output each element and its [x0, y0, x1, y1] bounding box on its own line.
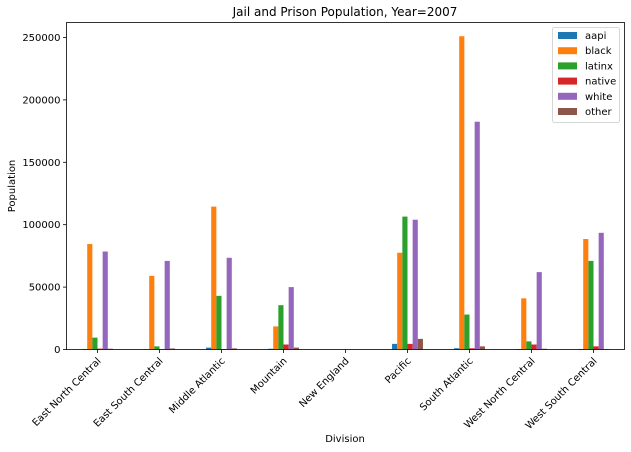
- y-tick-label: 50000: [29, 283, 61, 294]
- bar-white-5: [412, 219, 418, 350]
- legend-swatch-latinx: [558, 62, 577, 70]
- legend-label-aapi: aapi: [585, 31, 606, 42]
- bar-black-3: [273, 326, 279, 350]
- x-tick-label: West North Central: [462, 356, 537, 431]
- bar-black-1: [149, 275, 155, 350]
- y-axis-label: Population: [7, 160, 18, 213]
- bar-black-5: [397, 252, 403, 350]
- bar-white-1: [164, 260, 170, 350]
- legend-swatch-black: [558, 47, 577, 55]
- bar-latinx-8: [588, 260, 594, 350]
- bar-aapi-5: [392, 343, 398, 350]
- legend-label-native: native: [585, 77, 616, 88]
- bar-latinx-7: [526, 341, 532, 350]
- bar-white-8: [598, 232, 604, 350]
- x-tick-label: East South Central: [92, 356, 166, 430]
- bar-white-0: [102, 251, 108, 350]
- bar-latinx-3: [278, 305, 284, 350]
- bar-latinx-1: [154, 346, 160, 350]
- bar-latinx-6: [464, 314, 470, 350]
- legend-swatch-native: [558, 77, 577, 85]
- y-tick-label: 250000: [22, 33, 60, 44]
- bar-black-8: [583, 239, 589, 350]
- x-tick-label: Mountain: [249, 356, 290, 397]
- y-tick-label: 100000: [22, 220, 60, 231]
- chart-title: Jail and Prison Population, Year=2007: [232, 5, 458, 19]
- bar-black-6: [459, 36, 465, 350]
- bar-native-0: [97, 348, 103, 350]
- bar-aapi-2: [206, 347, 212, 350]
- x-tick-label: Middle Atlantic: [167, 356, 227, 416]
- bar-white-3: [288, 287, 294, 350]
- y-tick-label: 150000: [22, 158, 60, 169]
- bar-native-3: [283, 344, 289, 350]
- x-tick-label: South Atlantic: [418, 356, 475, 413]
- bar-white-6: [474, 121, 480, 350]
- bar-native-8: [593, 346, 599, 350]
- x-tick-label: West South Central: [524, 356, 600, 432]
- bar-native-7: [531, 344, 537, 350]
- bar-latinx-5: [402, 216, 408, 350]
- x-tick-label: Pacific: [383, 356, 413, 386]
- bar-latinx-2: [216, 295, 222, 350]
- bar-other-5: [417, 338, 423, 350]
- bar-native-6: [469, 348, 475, 350]
- bar-black-0: [87, 244, 93, 350]
- legend-swatch-other: [558, 108, 577, 115]
- legend-label-latinx: latinx: [585, 61, 613, 72]
- bar-white-7: [536, 272, 542, 350]
- legend-label-black: black: [585, 46, 612, 57]
- legend-swatch-white: [558, 92, 577, 100]
- y-tick-label: 0: [54, 345, 60, 356]
- y-axis: 0 50000 100000 150000 200000 250000: [22, 33, 67, 356]
- x-axis-label: Division: [325, 434, 365, 445]
- bar-aapi-6: [454, 348, 460, 350]
- bar-other-3: [293, 347, 299, 350]
- legend-swatch-aapi: [558, 32, 577, 39]
- y-tick-label: 200000: [22, 95, 60, 106]
- legend-label-white: white: [585, 92, 612, 103]
- x-tick-label: New England: [297, 356, 351, 410]
- x-tick-label: East North Central: [31, 356, 104, 429]
- legend-label-other: other: [585, 107, 613, 118]
- bar-native-5: [407, 343, 413, 350]
- bar-other-6: [479, 346, 485, 350]
- legend: aapi black latinx native white other: [552, 27, 620, 123]
- bar-black-7: [521, 298, 527, 350]
- bar-other-1: [169, 348, 175, 350]
- bar-black-2: [211, 206, 217, 350]
- bar-white-2: [226, 257, 232, 350]
- bar-latinx-0: [92, 337, 98, 350]
- bars-group: [82, 36, 609, 350]
- bar-other-2: [231, 348, 237, 350]
